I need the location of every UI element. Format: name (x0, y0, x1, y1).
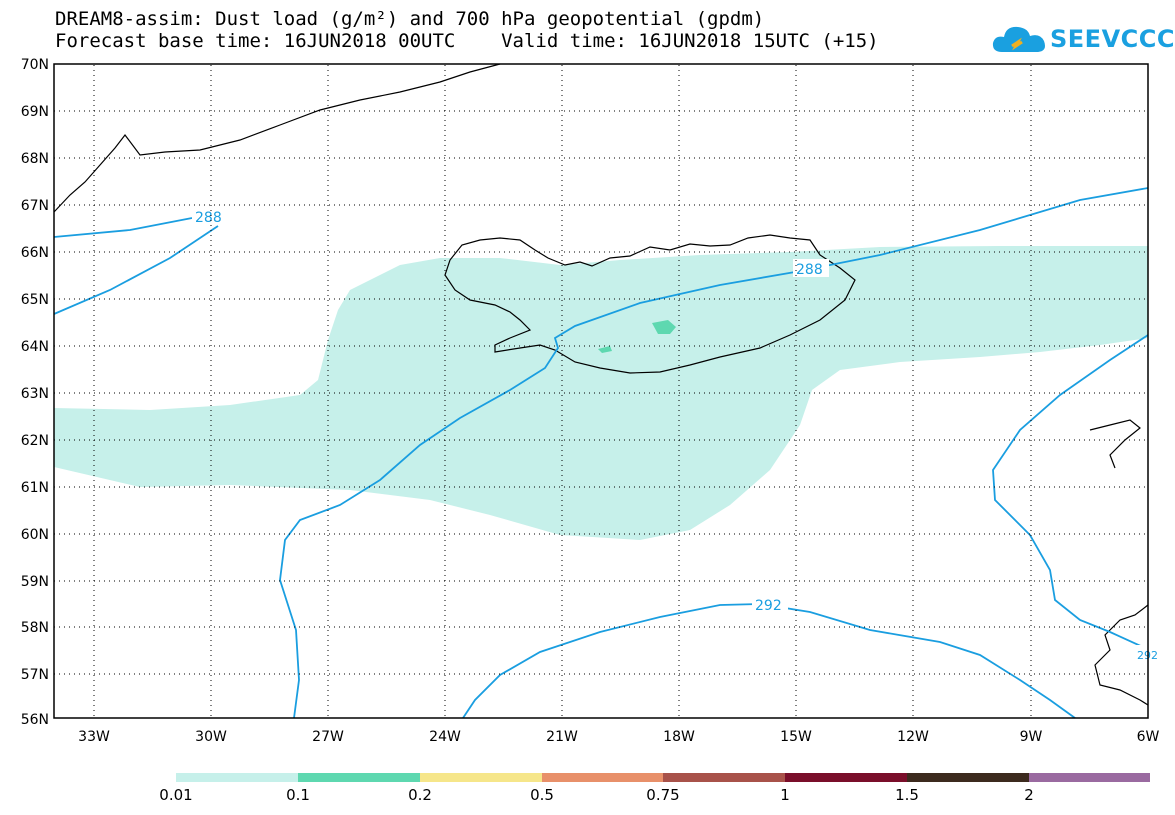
lat-label: 68N (21, 151, 49, 167)
lat-label: 65N (21, 292, 49, 308)
contour-288-nw-lower (53, 225, 219, 315)
colorbar-label: 0.5 (530, 786, 554, 804)
colorbar-segment (907, 773, 1029, 782)
coastline-faroe (1089, 419, 1141, 469)
lon-label: 12W (897, 729, 929, 745)
lat-label: 64N (21, 339, 49, 355)
lon-label: 21W (546, 729, 578, 745)
lon-label: 33W (78, 729, 110, 745)
lat-label: 70N (21, 57, 49, 73)
lon-label: 30W (195, 729, 227, 745)
lon-label: 9W (1020, 729, 1043, 745)
colorbar-segment (1029, 773, 1150, 782)
dust-core (598, 346, 612, 353)
lat-label: 67N (21, 198, 49, 214)
lon-label: 18W (663, 729, 695, 745)
lat-label: 56N (21, 712, 49, 728)
lat-label: 57N (21, 667, 49, 683)
colorbar-segment (785, 773, 907, 782)
colorbar-segment (420, 773, 542, 782)
lat-label: 61N (21, 480, 49, 496)
colorbar-segment (663, 773, 785, 782)
contour-label: 288 (195, 210, 222, 226)
lat-label: 66N (21, 245, 49, 261)
lat-label: 58N (21, 620, 49, 636)
lat-label: 60N (21, 527, 49, 543)
colorbar-label: 1 (780, 786, 790, 804)
lat-label: 62N (21, 433, 49, 449)
colorbar-label: 2 (1024, 786, 1034, 804)
coastline-greenland (53, 63, 501, 213)
contour-label: 288 (796, 262, 823, 278)
seevccc-logo: SEEVCCC (992, 22, 1175, 56)
cloud-icon (992, 26, 1045, 52)
longitude-axis: 33W 30W 27W 24W 21W 18W 15W 12W 9W 6W (78, 729, 1159, 745)
contour-labels: 288 288 292 292 (192, 207, 1158, 663)
coastline-iceland (444, 234, 856, 374)
lat-label: 59N (21, 574, 49, 590)
colorbar-segment (542, 773, 663, 782)
contour-288-main (279, 187, 1149, 719)
latitude-axis: 70N 69N 68N 67N 66N 65N 64N 63N 62N 61N … (21, 57, 49, 728)
colorbar-label: 0.2 (408, 786, 432, 804)
lon-label: 15W (780, 729, 812, 745)
colorbar-label: 0.01 (159, 786, 193, 804)
lat-label: 63N (21, 386, 49, 402)
lon-label: 27W (312, 729, 344, 745)
map-subtitle: Forecast base time: 16JUN2018 00UTC Vali… (55, 30, 879, 52)
colorbar-segment (176, 773, 298, 782)
contour-288-nw (53, 217, 193, 238)
logo-text: SEEVCCC (1050, 25, 1175, 53)
map-frame (53, 63, 1149, 719)
colorbar-segment (298, 773, 420, 782)
map-title: DREAM8-assim: Dust load (g/m²) and 700 h… (55, 8, 765, 30)
colorbar-label: 0.1 (286, 786, 310, 804)
dust-area (54, 246, 1148, 540)
contour-292-south (462, 603, 1076, 719)
lon-label: 24W (429, 729, 461, 745)
contour-292-east (992, 334, 1149, 649)
coastline-scotland (1094, 604, 1149, 706)
colorbar-label: 1.5 (895, 786, 919, 804)
lon-label: 6W (1137, 729, 1160, 745)
dust-core (652, 320, 676, 334)
contour-label: 292 (755, 598, 782, 614)
lat-label: 69N (21, 104, 49, 120)
colorbar-label: 0.75 (646, 786, 680, 804)
